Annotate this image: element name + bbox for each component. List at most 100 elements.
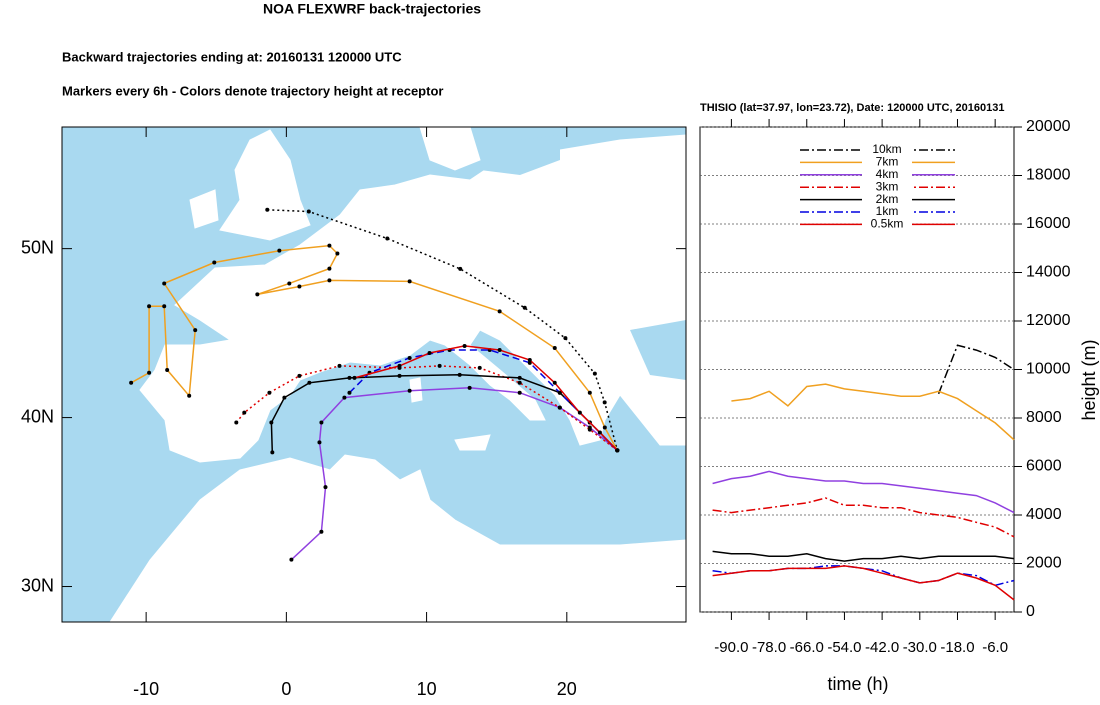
trajectory-marker xyxy=(212,260,217,265)
legend-label-bg xyxy=(862,156,912,169)
x-tick-label: -78.0 xyxy=(752,639,786,656)
x-tick-label: -10 xyxy=(133,679,159,699)
legend-label-bg xyxy=(862,144,912,156)
trajectory-line xyxy=(354,345,618,451)
trajectory-marker xyxy=(267,390,272,395)
y-tick-label: 12000 xyxy=(1026,312,1071,329)
trajectory-marker xyxy=(557,390,562,395)
trajectory-marker xyxy=(437,363,442,368)
legend-label-bg xyxy=(862,181,912,194)
series-line xyxy=(712,470,1015,514)
y-tick-label: 4000 xyxy=(1026,506,1062,523)
x-tick-label: 20 xyxy=(557,679,577,699)
y-axis-label: height (m) xyxy=(1079,339,1099,420)
trajectory-marker xyxy=(577,410,582,415)
trajectory-marker xyxy=(319,420,324,425)
y-tick-label: 10000 xyxy=(1026,361,1071,378)
trajectory-marker xyxy=(462,343,467,348)
trajectory-marker xyxy=(497,309,502,314)
legend-label-bg xyxy=(862,218,912,231)
trajectory-marker xyxy=(287,281,292,286)
trajectory-marker xyxy=(407,355,412,360)
trajectory-marker xyxy=(352,375,357,380)
trajectory-marker xyxy=(335,251,340,256)
trajectory-marker xyxy=(467,385,472,390)
trajectory-marker xyxy=(458,266,463,271)
series-line xyxy=(712,550,1015,562)
trajectory-marker xyxy=(129,380,134,385)
legend-label: 2km xyxy=(876,192,899,206)
legend-label: 10km xyxy=(872,142,901,156)
trajectory-marker xyxy=(563,336,568,341)
trajectory-marker xyxy=(397,373,402,378)
trajectory-marker xyxy=(587,390,592,395)
x-tick-label: -6.0 xyxy=(982,639,1008,656)
trajectory-marker xyxy=(147,370,152,375)
y-tick-label: 0 xyxy=(1026,603,1035,620)
trajectory-marker xyxy=(602,425,607,430)
trajectory-marker xyxy=(289,557,294,562)
trajectory-marker xyxy=(270,450,275,455)
series-line xyxy=(712,497,1015,538)
trajectory-line xyxy=(235,365,618,451)
x-axis-label: time (h) xyxy=(827,674,888,694)
trajectory-marker xyxy=(347,375,352,380)
trajectory-marker xyxy=(327,243,332,248)
trajectory-marker xyxy=(147,304,152,309)
trajectory-marker xyxy=(527,357,532,362)
trajectory-marker xyxy=(517,375,522,380)
trajectory-marker xyxy=(317,440,322,445)
chart-title: NOA FLEXWRF back-trajectories xyxy=(263,1,481,17)
trajectory-marker xyxy=(242,410,247,415)
trajectory-marker xyxy=(307,380,312,385)
map-frame xyxy=(61,126,687,623)
x-tick-label: -42.0 xyxy=(865,639,899,656)
y-tick-label: 16000 xyxy=(1026,215,1071,232)
trajectory-marker xyxy=(165,367,170,372)
x-tick-label: -66.0 xyxy=(790,639,824,656)
y-tick-label: 50N xyxy=(21,237,54,257)
trajectory-marker xyxy=(477,365,482,370)
trajectory-marker xyxy=(342,395,347,400)
x-tick-label: -18.0 xyxy=(940,639,974,656)
trajectory-marker xyxy=(517,380,522,385)
trajectory-marker xyxy=(162,304,167,309)
trajectory-marker xyxy=(269,420,274,425)
trajectory-marker xyxy=(552,380,557,385)
trajectory-marker xyxy=(602,400,607,405)
legend-label: 1km xyxy=(876,204,899,218)
series-line xyxy=(712,565,1015,587)
trajectory-marker xyxy=(265,207,270,212)
trajectory-marker xyxy=(592,371,597,376)
trajectory-marker xyxy=(517,390,522,395)
y-tick-label: 6000 xyxy=(1026,458,1062,475)
trajectory-marker xyxy=(162,281,167,286)
trajectory-marker xyxy=(327,266,332,271)
trajectory-marker xyxy=(587,427,592,432)
trajectory-marker xyxy=(193,328,198,333)
subtitle: Backward trajectories ending at: 2016013… xyxy=(62,49,402,64)
x-tick-label: 0 xyxy=(281,679,291,699)
trajectory-marker xyxy=(597,430,602,435)
trajectory-marker xyxy=(234,420,239,425)
trajectories xyxy=(129,207,620,562)
trajectory-marker xyxy=(277,248,282,253)
series-line xyxy=(712,565,1015,601)
legend-label: 4km xyxy=(876,167,899,181)
y-tick-label: 20000 xyxy=(1026,118,1071,135)
trajectory-marker xyxy=(297,373,302,378)
map-background xyxy=(62,127,686,622)
trajectory-marker xyxy=(337,363,342,368)
chart-title: THISIO (lat=37.97, lon=23.72), Date: 120… xyxy=(700,102,1005,114)
y-tick-label: 2000 xyxy=(1026,555,1062,572)
trajectory-marker xyxy=(407,388,412,393)
note: Markers every 6h - Colors denote traject… xyxy=(62,83,443,98)
trajectory-marker xyxy=(497,348,502,353)
trajectory-marker xyxy=(615,448,620,453)
trajectory-marker xyxy=(327,278,332,283)
y-tick-label: 30N xyxy=(21,575,54,595)
trajectory-marker xyxy=(255,292,260,297)
trajectory-marker xyxy=(385,236,390,241)
